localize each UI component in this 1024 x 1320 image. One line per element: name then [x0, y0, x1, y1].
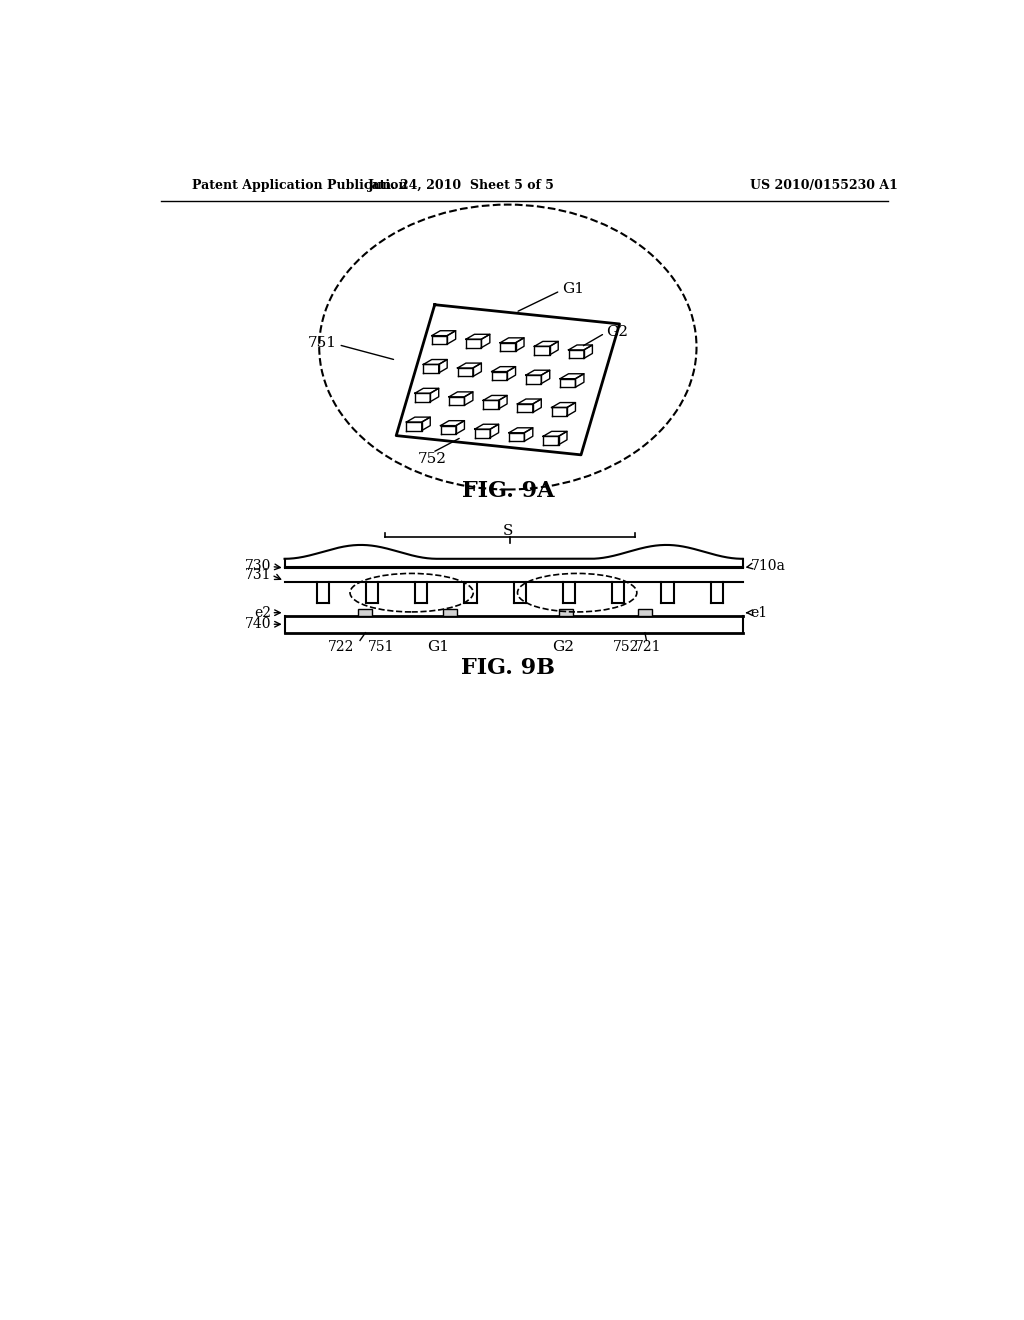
Text: S: S: [503, 524, 513, 539]
Text: 752: 752: [418, 451, 446, 466]
Bar: [358, 609, 373, 615]
Text: G2: G2: [552, 640, 574, 655]
Text: 751: 751: [368, 640, 394, 655]
Text: 731: 731: [245, 568, 271, 582]
Bar: [443, 609, 457, 615]
Text: 721: 721: [635, 640, 662, 655]
Text: US 2010/0155230 A1: US 2010/0155230 A1: [750, 178, 897, 191]
Text: 752: 752: [613, 640, 640, 655]
Text: G1: G1: [562, 282, 584, 296]
Text: FIG. 9A: FIG. 9A: [462, 480, 554, 502]
Text: 722: 722: [329, 640, 354, 655]
Text: G2: G2: [606, 325, 629, 339]
Text: Patent Application Publication: Patent Application Publication: [193, 178, 408, 191]
Text: 740: 740: [245, 618, 271, 631]
Text: G1: G1: [428, 640, 450, 655]
Text: e2: e2: [255, 606, 271, 619]
Text: 730: 730: [245, 560, 271, 573]
Text: FIG. 9B: FIG. 9B: [461, 657, 555, 680]
Text: 710a: 710a: [751, 560, 785, 573]
Bar: [559, 609, 572, 615]
Text: e1: e1: [751, 606, 768, 619]
Text: Jun. 24, 2010  Sheet 5 of 5: Jun. 24, 2010 Sheet 5 of 5: [369, 178, 555, 191]
Bar: [638, 609, 652, 615]
Text: 751: 751: [308, 337, 337, 350]
